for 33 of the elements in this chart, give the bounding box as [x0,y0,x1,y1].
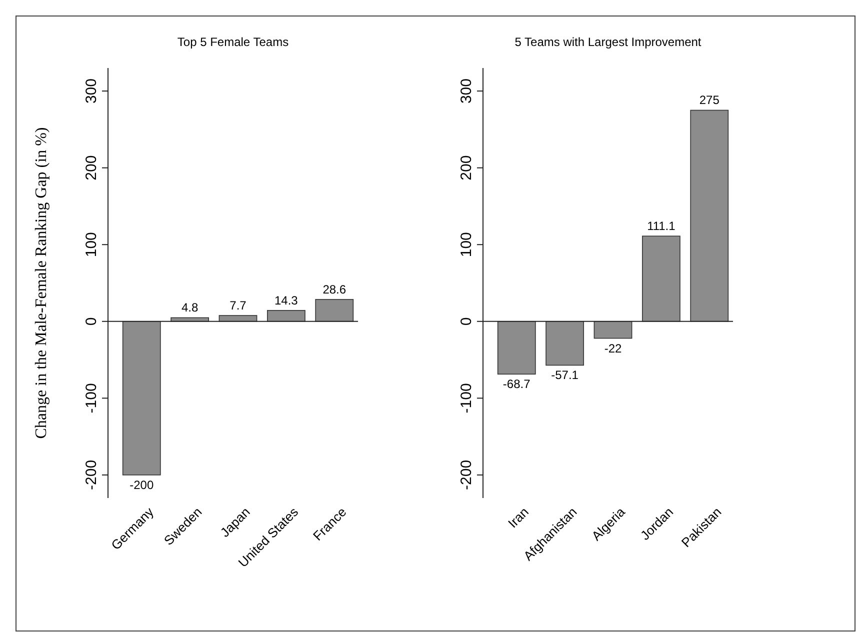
y-tick-label: 100 [458,232,475,258]
bar [642,236,680,322]
bar [315,299,354,322]
y-axis-title: Change in the Male-Female Ranking Gap (in %) [33,127,50,439]
y-tick-label: 300 [458,78,475,104]
bar [546,320,584,366]
data-label: -22 [604,341,622,356]
bar [690,110,729,322]
data-label: 14.3 [274,293,298,308]
data-label: 4.8 [181,300,198,315]
chart-title: Top 5 Female Teams [177,35,289,49]
data-label: -200 [130,478,154,492]
y-tick-label: 100 [83,232,100,258]
data-label: -57.1 [551,368,579,382]
y-tick-label: 200 [83,155,100,180]
bar [267,310,306,322]
data-label: -68.7 [502,377,531,392]
chart-title: 5 Teams with Largest Improvement [514,35,702,49]
y-tick-label: -200 [83,460,100,490]
y-tick-label: 300 [83,78,100,104]
y-tick-label: -200 [458,460,475,490]
data-label: 275 [699,93,720,108]
data-label: 7.7 [230,298,247,312]
y-tick-label: -100 [83,383,100,414]
y-tick-label: 200 [458,155,475,180]
bar [497,320,536,375]
y-tick-label: -100 [458,383,475,414]
bar [594,320,632,339]
data-label: 28.6 [322,282,346,296]
y-tick-label: 0 [458,317,475,326]
bar [122,320,161,476]
y-tick-label: 0 [83,317,100,326]
data-label: 111.1 [647,219,676,234]
